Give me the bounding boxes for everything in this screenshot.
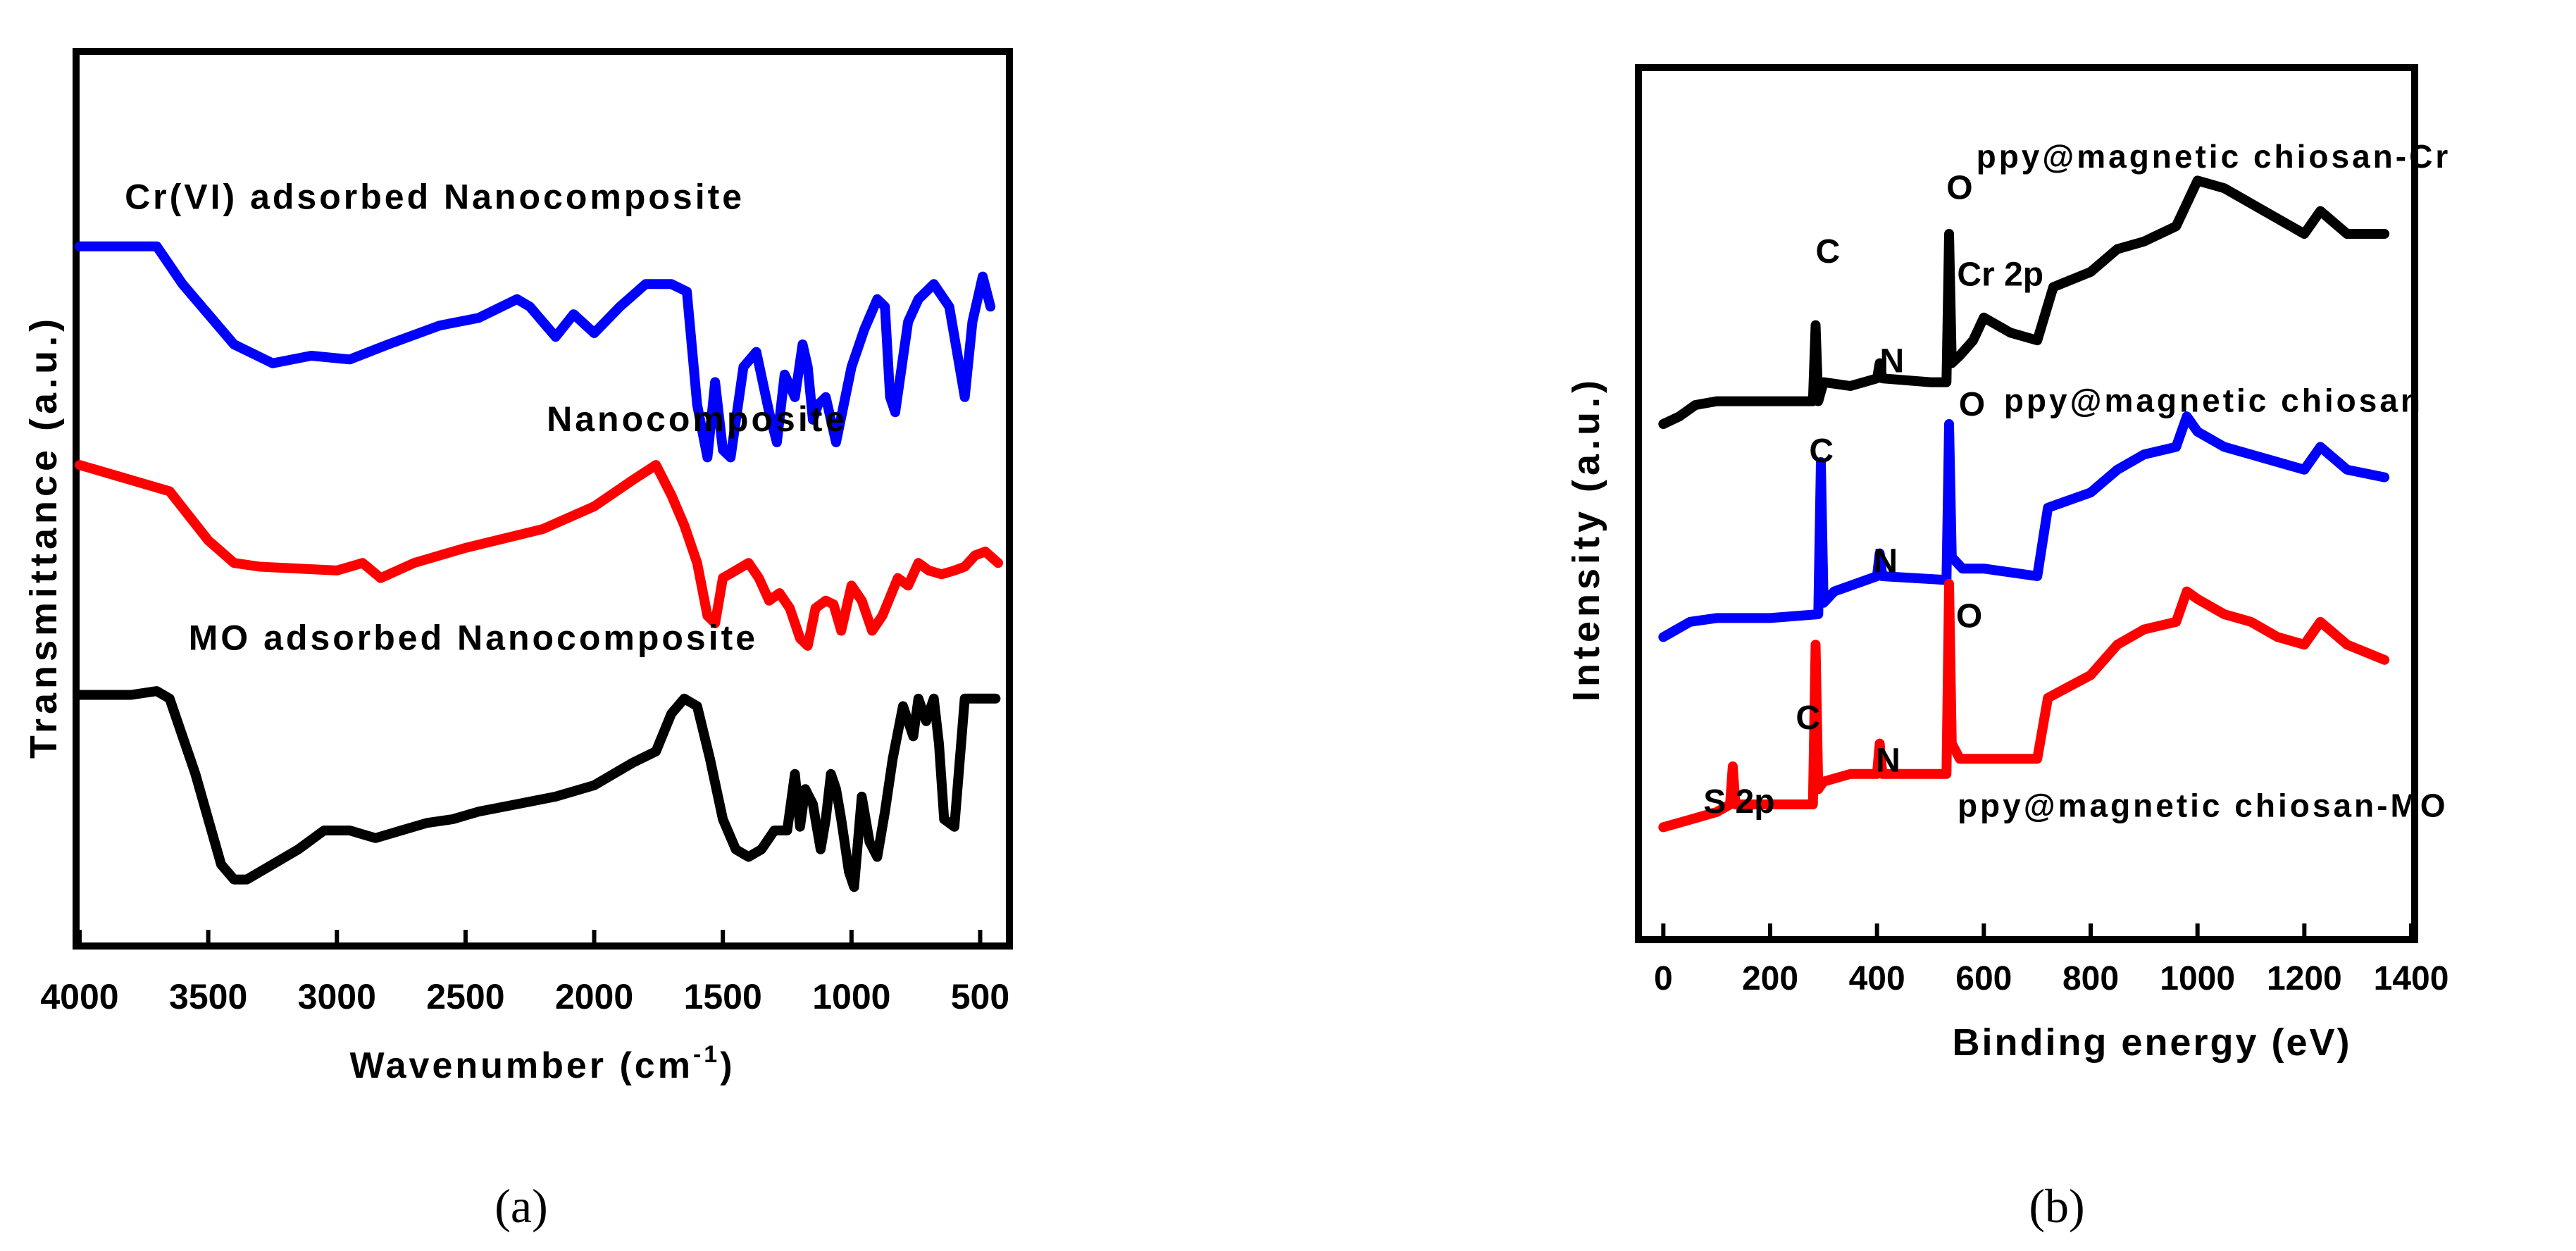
- panel-b-xps-chart: ppy@magnetic chiosan-Cr ppy@magnetic chio…: [1565, 64, 2451, 1233]
- panel-b-x-axis-title: Binding energy (eV): [1952, 1021, 2351, 1064]
- panel-a-series-label-3: MO adsorbed Nanocomposite: [189, 618, 758, 657]
- panel-b-tick-label-6: 1000: [2160, 960, 2235, 997]
- panel-a-series-labels: Cr(VI) adsorbed Nanocomposite Nanocomposi…: [125, 177, 847, 657]
- panel-b-peak-annotations: O Cr 2p C N O C N O C N S 2p: [1703, 169, 2043, 821]
- panel-a-frame: [73, 48, 1013, 950]
- panel-a-x-axis-title: Wavenumber (cm-1): [349, 1041, 735, 1086]
- panel-a-series-label-2: Nanocomposite: [547, 399, 847, 439]
- panel-b-x-ticks: 0 200 400 600 800 1000 1200 1400: [1654, 923, 2449, 997]
- panel-a-series-line-2: [75, 460, 1003, 651]
- panel-a-tick-label-2: 3500: [169, 977, 247, 1016]
- panel-b-peak-label-7: N: [1873, 543, 1898, 580]
- panel-a-ftir-chart: Cr(VI) adsorbed Nanocomposite Nanocomposi…: [23, 48, 1013, 1233]
- panel-b-tick-label-8: 1400: [2374, 960, 2449, 997]
- panel-a-tick-label-7: 1000: [812, 977, 890, 1016]
- panel-b-peak-label-3: C: [1815, 233, 1840, 270]
- panel-a-y-axis-title: Transmittance (a.u.): [23, 315, 65, 759]
- panel-b-tick-label-2: 200: [1742, 960, 1798, 997]
- panel-b-tick-label-1: 0: [1654, 960, 1673, 997]
- panel-b-peak-label-11: S 2p: [1703, 783, 1774, 821]
- panel-b-peak-label-5: O: [1959, 386, 1985, 423]
- panel-b-tick-label-3: 400: [1849, 960, 1905, 997]
- panel-b-frame: [1635, 64, 2418, 943]
- panel-b-peak-label-4: N: [1879, 343, 1904, 380]
- panel-b-peak-label-6: C: [1809, 432, 1834, 470]
- panel-b-series-line-2: [1658, 411, 2390, 642]
- panel-b-tick-label-5: 800: [2062, 960, 2119, 997]
- panel-b-peak-label-10: N: [1876, 742, 1900, 780]
- panel-a-series-label-1: Cr(VI) adsorbed Nanocomposite: [125, 177, 745, 216]
- panel-b-series-labels: ppy@magnetic chiosan-Cr ppy@magnetic chio…: [1958, 138, 2451, 823]
- panel-b-y-axis-title: Intensity (a.u.): [1565, 376, 1607, 702]
- panel-b-peak-label-8: O: [1956, 597, 1982, 635]
- panel-b-label: (b): [2029, 1179, 2084, 1233]
- panel-a-series-group: [75, 241, 1003, 892]
- panel-b-tick-label-7: 1200: [2267, 960, 2342, 997]
- panel-a-x-ticks: 4000 3500 3000 2500 2000 1500 1000 500: [40, 930, 1009, 1016]
- panel-b-series-group: [1658, 175, 2390, 833]
- panel-b-series-line-1: [1658, 175, 2390, 429]
- panel-a-tick-label-6: 1500: [684, 977, 762, 1016]
- panel-a-tick-label-4: 2500: [426, 977, 504, 1016]
- panel-a-tick-label-1: 4000: [40, 977, 118, 1016]
- panel-a-tick-label-8: 500: [951, 977, 1009, 1016]
- panel-a-series-line-3: [75, 686, 1001, 892]
- panel-b-series-label-1: ppy@magnetic chiosan-Cr: [1977, 138, 2451, 175]
- panel-b-peak-label-9: C: [1796, 699, 1820, 737]
- panel-a-tick-label-5: 2000: [555, 977, 633, 1016]
- panel-b-peak-label-2: Cr 2p: [1957, 256, 2043, 293]
- panel-b-peak-label-1: O: [1946, 169, 1972, 206]
- panel-a-tick-label-3: 3000: [298, 977, 376, 1016]
- panel-b-series-label-3: ppy@magnetic chiosan-MO: [1958, 787, 2449, 823]
- panel-b-series-label-2: ppy@magnetic chiosan: [2004, 382, 2423, 419]
- panel-b-tick-label-4: 600: [1955, 960, 2012, 997]
- panel-a-series-line-1: [75, 241, 996, 463]
- panel-a-label: (a): [494, 1179, 547, 1233]
- panel-b-series-line-3: [1658, 578, 2390, 833]
